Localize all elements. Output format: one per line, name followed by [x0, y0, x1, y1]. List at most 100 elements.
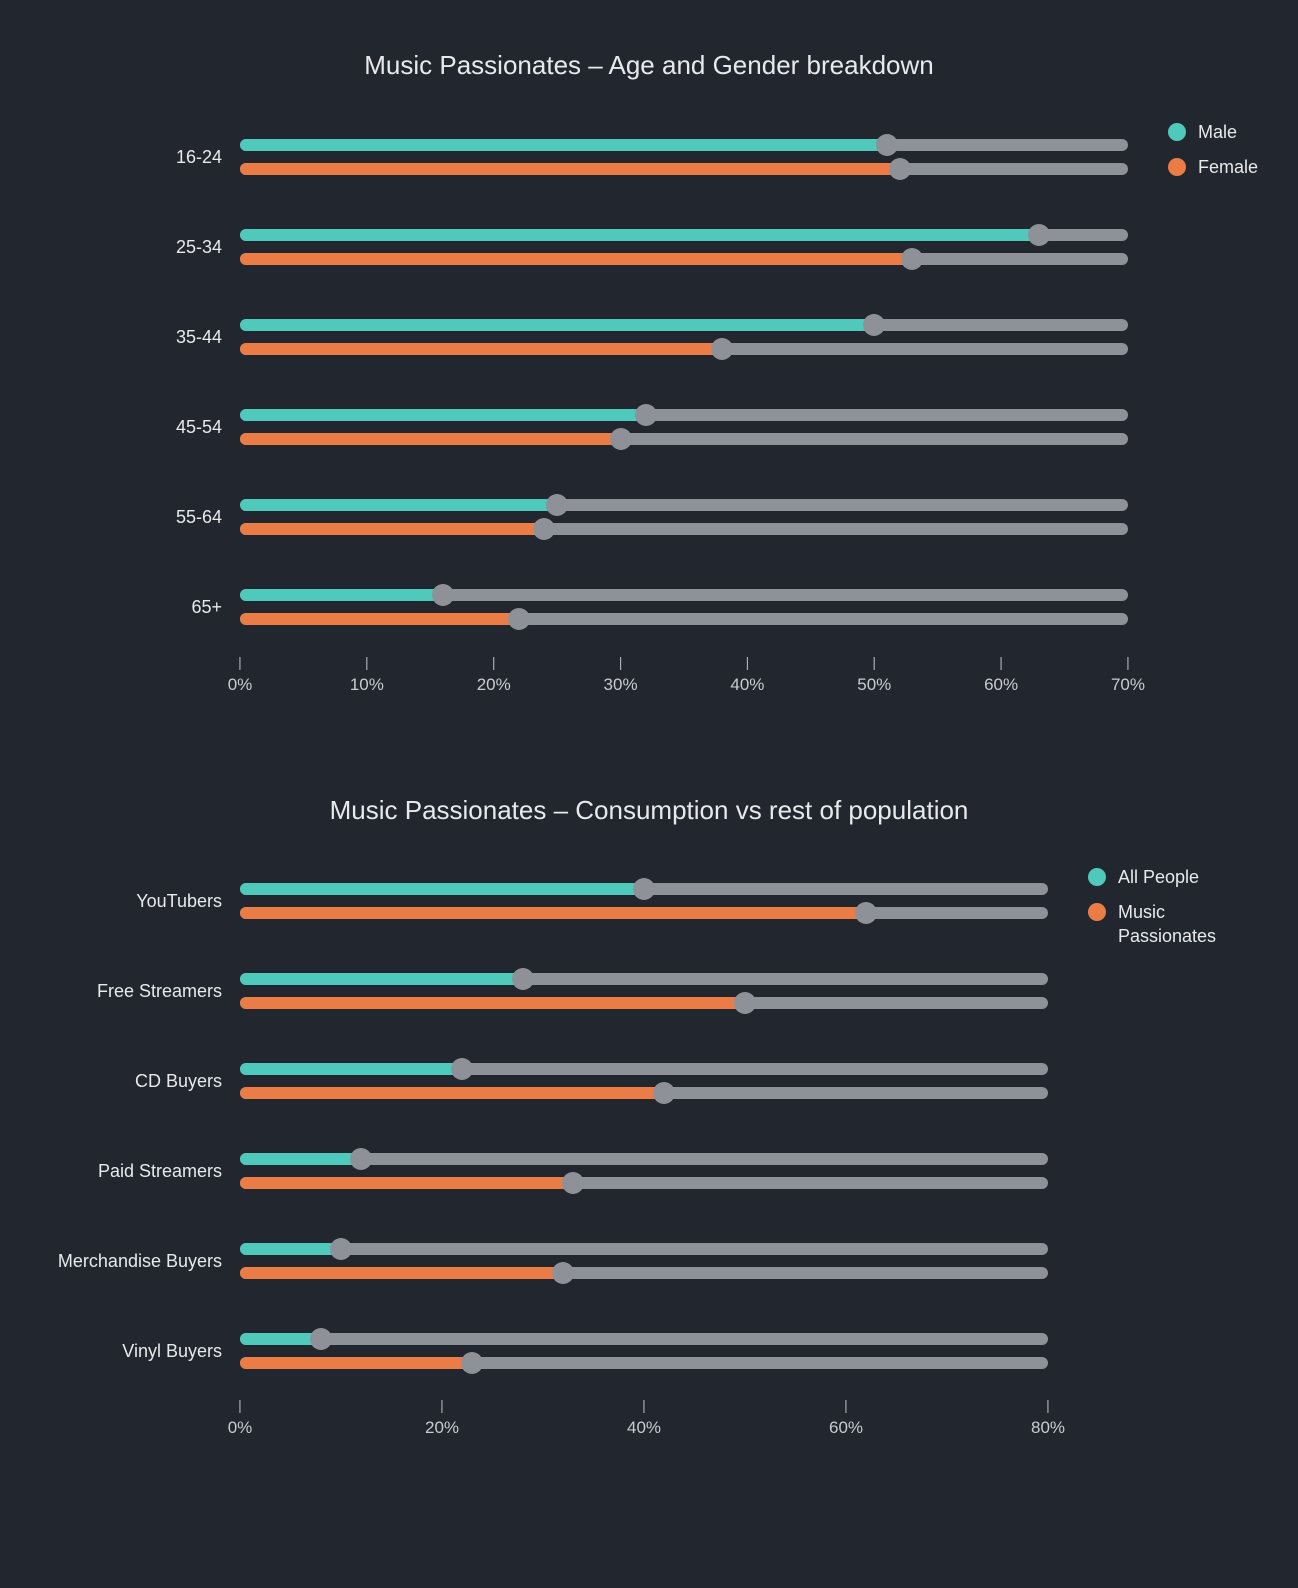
- bars-area: |0%|10%|20%|30%|40%|50%|60%|70%: [240, 121, 1128, 705]
- bar-fill: [240, 997, 745, 1009]
- bar-knob: [734, 992, 756, 1014]
- y-label: Vinyl Buyers: [40, 1316, 222, 1386]
- bar-row: [240, 1153, 1048, 1165]
- bar-group: [240, 391, 1128, 463]
- y-label: Merchandise Buyers: [40, 1226, 222, 1296]
- bar-fill: [240, 229, 1039, 241]
- x-tick-mark: |: [228, 655, 253, 669]
- legend-item: All People: [1088, 866, 1258, 889]
- chart-title: Music Passionates – Age and Gender break…: [40, 50, 1258, 81]
- bar-knob: [552, 1262, 574, 1284]
- x-tick-mark: |: [350, 655, 384, 669]
- bar-row: [240, 1243, 1048, 1255]
- bar-fill: [240, 139, 887, 151]
- y-label: YouTubers: [40, 866, 222, 936]
- bar-group: [240, 866, 1048, 936]
- chart-title: Music Passionates – Consumption vs rest …: [40, 795, 1258, 826]
- bar-knob: [461, 1352, 483, 1374]
- x-tick-label: 60%: [829, 1418, 863, 1438]
- x-tick: | 70%: [1111, 655, 1145, 695]
- bar-knob: [855, 902, 877, 924]
- legend-swatch: [1088, 868, 1106, 886]
- bar-fill: [240, 1063, 462, 1075]
- x-tick-label: 70%: [1111, 675, 1145, 695]
- legend-item: Male: [1168, 121, 1258, 144]
- bar-fill: [240, 1333, 321, 1345]
- bar-fill: [240, 319, 874, 331]
- bar-row: [240, 1357, 1048, 1369]
- x-tick-label: 60%: [984, 675, 1018, 695]
- bar-row: [240, 319, 1128, 331]
- bar-group: [240, 211, 1128, 283]
- bar-knob: [711, 338, 733, 360]
- x-tick: |30%: [604, 655, 638, 695]
- x-tick: |10%: [350, 655, 384, 695]
- bar-row: [240, 1063, 1048, 1075]
- y-label: Free Streamers: [40, 956, 222, 1026]
- bar-fill: [240, 1267, 563, 1279]
- x-tick-label: 80%: [1031, 1418, 1065, 1438]
- bar-fill: [240, 433, 621, 445]
- bar-row: [240, 433, 1128, 445]
- bar-track: [240, 1243, 1048, 1255]
- bar-row: [240, 1177, 1048, 1189]
- bar-knob: [546, 494, 568, 516]
- legend-swatch: [1168, 158, 1186, 176]
- bar-fill: [240, 613, 519, 625]
- bar-fill: [240, 1087, 664, 1099]
- bar-group: [240, 956, 1048, 1026]
- bar-knob: [350, 1148, 372, 1170]
- bar-knob: [876, 134, 898, 156]
- legend-label: Music Passionates: [1118, 901, 1258, 948]
- bar-knob: [512, 968, 534, 990]
- x-tick-mark: |: [1111, 655, 1145, 669]
- y-label: 65+: [40, 571, 222, 643]
- x-tick-label: 40%: [627, 1418, 661, 1438]
- bar-knob: [610, 428, 632, 450]
- bar-group: [240, 1316, 1048, 1386]
- x-tick-mark: |: [829, 1398, 863, 1412]
- x-tick: |60%: [984, 655, 1018, 695]
- x-tick: |20%: [477, 655, 511, 695]
- bar-row: [240, 973, 1048, 985]
- x-tick: |0%: [228, 1398, 253, 1438]
- y-axis-labels: 16-2425-3435-4445-5455-6465+: [40, 121, 240, 705]
- x-tick-mark: |: [477, 655, 511, 669]
- legend-item: Music Passionates: [1088, 901, 1258, 948]
- y-label: 35-44: [40, 301, 222, 373]
- chart-main: 16-2425-3435-4445-5455-6465+|0%|10%|20%|…: [40, 121, 1128, 705]
- bar-fill: [240, 1153, 361, 1165]
- chart-consumption: Music Passionates – Consumption vs rest …: [40, 795, 1258, 1448]
- bar-row: [240, 589, 1128, 601]
- x-tick: |80%: [1031, 1398, 1065, 1438]
- bar-group: [240, 1226, 1048, 1296]
- bar-knob: [901, 248, 923, 270]
- bar-fill: [240, 883, 644, 895]
- y-label: 25-34: [40, 211, 222, 283]
- bar-fill: [240, 343, 722, 355]
- x-tick: |50%: [857, 655, 891, 695]
- bar-row: [240, 1087, 1048, 1099]
- x-tick-mark: |: [627, 1398, 661, 1412]
- bar-fill: [240, 409, 646, 421]
- bar-knob: [863, 314, 885, 336]
- bar-fill: [240, 973, 523, 985]
- bar-row: [240, 523, 1128, 535]
- bar-row: [240, 883, 1048, 895]
- bar-knob: [1028, 224, 1050, 246]
- x-tick: | 60%: [829, 1398, 863, 1438]
- bar-row: [240, 613, 1128, 625]
- legend-swatch: [1088, 903, 1106, 921]
- x-tick: |40%: [730, 655, 764, 695]
- legend-label: All People: [1118, 866, 1199, 889]
- x-tick-label: 0%: [228, 1418, 253, 1438]
- bar-group: [240, 571, 1128, 643]
- bar-fill: [240, 253, 912, 265]
- bar-row: [240, 343, 1128, 355]
- bar-group: [240, 121, 1128, 193]
- bar-knob: [635, 404, 657, 426]
- y-label: CD Buyers: [40, 1046, 222, 1116]
- bar-fill: [240, 163, 900, 175]
- chart-main: YouTubersFree StreamersCD BuyersPaid Str…: [40, 866, 1048, 1448]
- bars-area: |0%|20%|40%|60%|80%: [240, 866, 1048, 1448]
